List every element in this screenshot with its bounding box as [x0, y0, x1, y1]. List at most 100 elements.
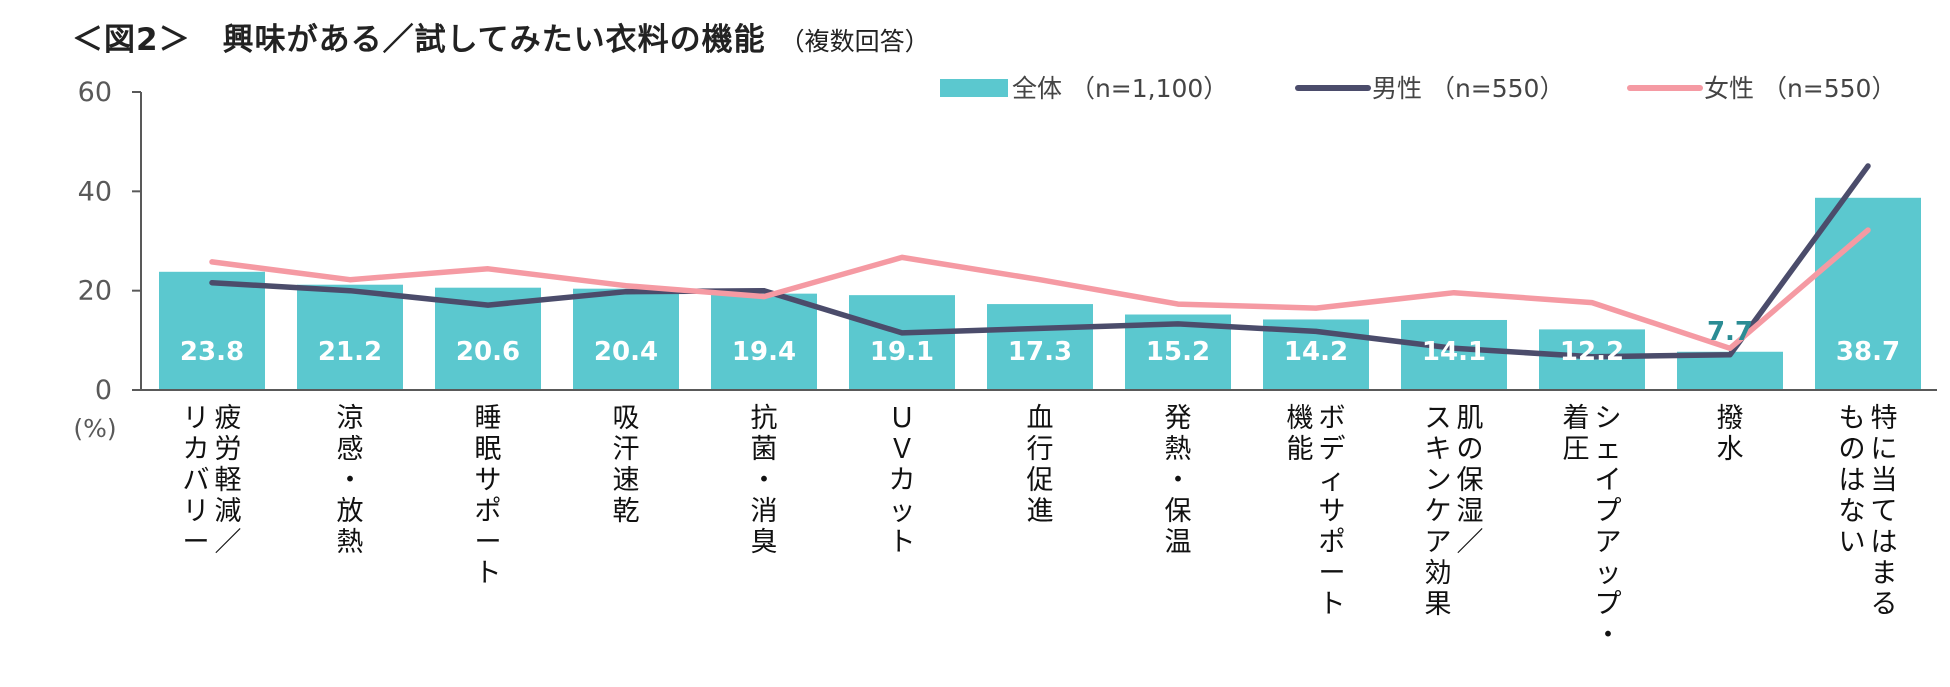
category-label: 発熱・保温	[1165, 403, 1192, 558]
category-label-char: 発	[1165, 403, 1192, 434]
category-label-char: 行	[1027, 434, 1054, 465]
category-label-char: サ	[475, 465, 502, 496]
line-point	[1037, 277, 1043, 283]
category-label-char: リ	[183, 496, 210, 527]
line-point	[1865, 163, 1871, 169]
category-label-char: 効	[1425, 558, 1452, 589]
category-label: 涼感・放熱	[337, 403, 364, 558]
bar	[849, 295, 955, 390]
category-label-char: ト	[475, 558, 502, 589]
category-label-char: 着	[1563, 403, 1590, 434]
category-label-char: プ	[1595, 589, 1622, 620]
category-label-char: 能	[1287, 434, 1314, 465]
category-label-char: 保	[1457, 465, 1484, 496]
line-point	[1313, 305, 1319, 311]
category-label-char: ト	[889, 527, 916, 558]
category-label-char: 進	[1027, 496, 1054, 527]
category-label-char: に	[1871, 434, 1898, 465]
y-tick-label: 0	[95, 375, 112, 406]
category-label-char: ン	[1425, 465, 1452, 496]
line-point	[485, 266, 491, 272]
line-point	[1451, 345, 1457, 351]
category-label-char: キ	[1425, 434, 1452, 465]
category-label: シェイプアップ・	[1595, 403, 1622, 651]
y-axis-unit-label: (%)	[73, 414, 116, 443]
chart-title-sub: （複数回答）	[779, 27, 930, 56]
category-label: 着圧	[1563, 403, 1590, 465]
line-point	[1175, 321, 1181, 327]
bar	[711, 293, 817, 390]
category-label: 抗菌・消臭	[751, 403, 778, 558]
category-label-char: 湿	[1457, 496, 1484, 527]
line-point	[347, 277, 353, 283]
category-label-char: い	[1839, 527, 1866, 558]
category-label-char: ボ	[1319, 403, 1346, 434]
category-label-char: 当	[1871, 465, 1898, 496]
category-label-char: ー	[183, 527, 210, 558]
bar	[573, 288, 679, 390]
category-label-char: 圧	[1563, 434, 1590, 465]
data-label: 15.2	[1146, 337, 1210, 367]
line-point	[209, 280, 215, 286]
category-label-char: ／	[1457, 527, 1484, 558]
data-label: 20.4	[594, 337, 658, 367]
category-label-char: 減	[215, 496, 242, 527]
category-label-char: 特	[1871, 403, 1898, 434]
line-point	[761, 294, 767, 300]
legend-label: 全体 （n=1,100）	[1012, 74, 1228, 103]
bar	[1677, 351, 1783, 390]
category-label-char: 消	[751, 496, 778, 527]
line-point	[1037, 325, 1043, 331]
category-label-char: ィ	[1319, 465, 1346, 496]
category-label-char: Ｖ	[889, 434, 916, 465]
category-label-char: 眠	[475, 434, 502, 465]
bar	[159, 271, 265, 390]
legend-swatch-total	[940, 79, 1008, 97]
line-point	[899, 254, 905, 260]
data-label: 23.8	[180, 337, 244, 367]
chart-title-main: ＜図2＞ 興味がある／試してみたい衣料の機能	[72, 22, 766, 58]
line-point	[623, 289, 629, 295]
category-label-char: 血	[1027, 403, 1054, 434]
category-label-char: 水	[1717, 434, 1744, 465]
category-label-char: ・	[751, 465, 778, 496]
y-tick-label: 20	[78, 276, 112, 307]
category-label-char: な	[1839, 496, 1866, 527]
bar	[297, 284, 403, 390]
category-label-char: ケ	[1425, 496, 1452, 527]
category-label-char: て	[1871, 496, 1898, 527]
bar	[1401, 319, 1507, 390]
category-label-char: る	[1871, 589, 1898, 620]
data-label: 17.3	[1008, 337, 1072, 367]
line-point	[1589, 300, 1595, 306]
category-label-char: 温	[1165, 527, 1192, 558]
category-label-char: 疲	[215, 403, 242, 434]
category-label: 肌の保湿／	[1457, 403, 1484, 558]
category-label-char: ポ	[475, 496, 502, 527]
category-label-char: 労	[215, 434, 242, 465]
data-label: 38.7	[1836, 337, 1900, 367]
category-label: ＵＶカット	[889, 403, 916, 558]
category-label-char: プ	[1595, 496, 1622, 527]
category-label-char: ー	[475, 527, 502, 558]
line-point	[1865, 227, 1871, 233]
category-label-char: 熱	[1165, 434, 1192, 465]
category-label-char: ・	[1595, 620, 1622, 651]
category-label-char: も	[1839, 403, 1866, 434]
data-label: 14.1	[1422, 337, 1486, 367]
category-label-char: カ	[889, 465, 916, 496]
category-label: 撥水	[1717, 403, 1744, 465]
category-label-char: 睡	[475, 403, 502, 434]
category-label-char: カ	[183, 434, 210, 465]
category-label-char: ッ	[889, 496, 916, 527]
category-label-char: 保	[1165, 496, 1192, 527]
category-label: 血行促進	[1027, 403, 1054, 527]
data-label: 21.2	[318, 337, 382, 367]
category-label-char: 臭	[751, 527, 778, 558]
line-point	[761, 288, 767, 294]
line-point	[485, 302, 491, 308]
category-label: スキンケア効果	[1425, 403, 1452, 620]
legend-label: 女性 （n=550）	[1704, 74, 1896, 103]
category-label-char: 乾	[613, 496, 640, 527]
